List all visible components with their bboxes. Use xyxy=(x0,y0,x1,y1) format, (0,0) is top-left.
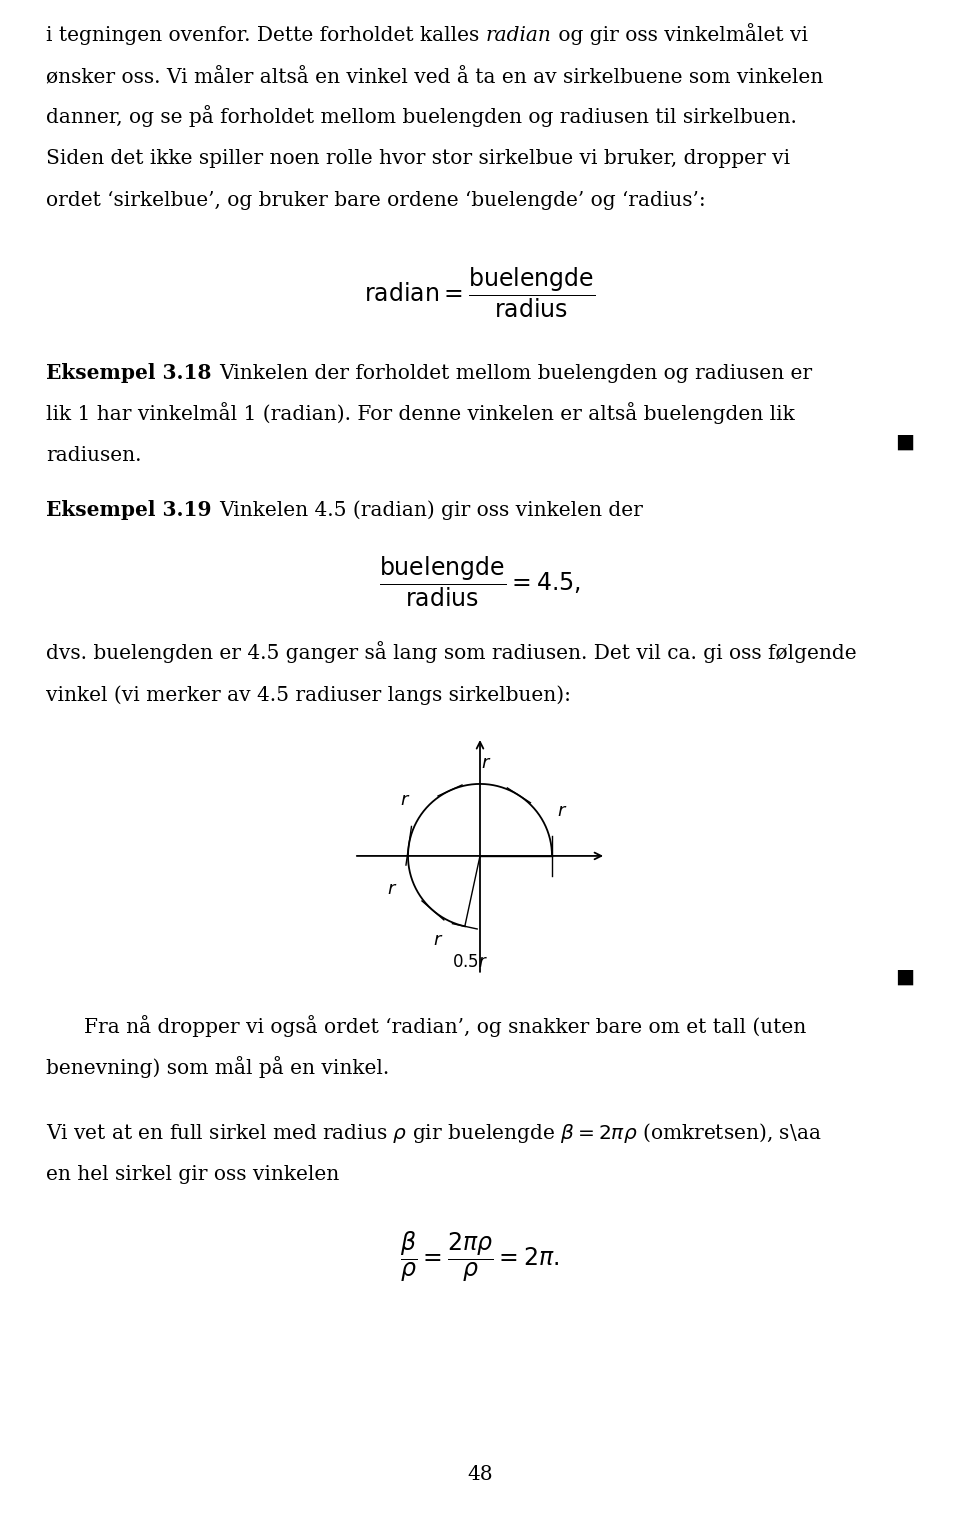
Text: Vi vet at en full sirkel med radius $\rho$ gir buelengde $\beta = 2\pi\rho$ (omk: Vi vet at en full sirkel med radius $\rh… xyxy=(46,1121,822,1145)
Text: $\dfrac{\mathrm{buelengde}}{\mathrm{radius}} = 4.5,$: $\dfrac{\mathrm{buelengde}}{\mathrm{radi… xyxy=(379,554,581,609)
Text: $0.5r$: $0.5r$ xyxy=(452,953,489,970)
Text: Siden det ikke spiller noen rolle hvor stor sirkelbue vi bruker, dropper vi: Siden det ikke spiller noen rolle hvor s… xyxy=(46,149,790,169)
Text: og gir oss vinkelmålet vi: og gir oss vinkelmålet vi xyxy=(552,23,807,46)
Text: Eksempel 3.18: Eksempel 3.18 xyxy=(46,362,211,384)
Text: dvs. buelengden er 4.5 ganger så lang som radiusen. Det vil ca. gi oss følgende: dvs. buelengden er 4.5 ganger så lang so… xyxy=(46,641,856,664)
Text: 48: 48 xyxy=(468,1465,492,1485)
Text: Vinkelen 4.5 (radian) gir oss vinkelen der: Vinkelen 4.5 (radian) gir oss vinkelen d… xyxy=(219,501,643,521)
Text: ønsker oss. Vi måler altså en vinkel ved å ta en av sirkelbuene som vinkelen: ønsker oss. Vi måler altså en vinkel ved… xyxy=(46,67,824,87)
Text: lik 1 har vinkelmål 1 (radian). For denne vinkelen er altså buelengden lik: lik 1 har vinkelmål 1 (radian). For denn… xyxy=(46,402,795,425)
Text: $r$: $r$ xyxy=(400,790,410,809)
Text: $r$: $r$ xyxy=(482,754,492,772)
Text: $r$: $r$ xyxy=(557,803,567,819)
Text: benevning) som mål på en vinkel.: benevning) som mål på en vinkel. xyxy=(46,1055,390,1078)
Text: $\blacksquare$: $\blacksquare$ xyxy=(895,433,914,452)
Text: danner, og se på forholdet mellom buelengden og radiusen til sirkelbuen.: danner, og se på forholdet mellom buelen… xyxy=(46,105,797,128)
Text: en hel sirkel gir oss vinkelen: en hel sirkel gir oss vinkelen xyxy=(46,1165,339,1185)
Text: $\blacksquare$: $\blacksquare$ xyxy=(895,967,914,987)
Text: vinkel (vi merker av 4.5 radiuser langs sirkelbuen):: vinkel (vi merker av 4.5 radiuser langs … xyxy=(46,685,571,705)
Text: $\dfrac{\beta}{\rho} = \dfrac{2\pi\rho}{\rho} = 2\pi.$: $\dfrac{\beta}{\rho} = \dfrac{2\pi\rho}{… xyxy=(400,1229,560,1284)
Text: radian: radian xyxy=(486,26,552,46)
Text: radiusen.: radiusen. xyxy=(46,446,141,466)
Text: ordet ‘sirkelbue’, og bruker bare ordene ‘buelengde’ og ‘radius’:: ordet ‘sirkelbue’, og bruker bare ordene… xyxy=(46,190,706,210)
Text: i tegningen ovenfor. Dette forholdet kalles: i tegningen ovenfor. Dette forholdet kal… xyxy=(46,26,486,46)
Text: $r$: $r$ xyxy=(387,880,397,897)
Text: $r$: $r$ xyxy=(433,931,444,949)
Text: Fra nå dropper vi også ordet ‘radian’, og snakker bare om et tall (uten: Fra nå dropper vi også ordet ‘radian’, o… xyxy=(84,1014,806,1037)
Text: Eksempel 3.19: Eksempel 3.19 xyxy=(46,500,211,521)
Text: $\mathrm{radian} = \dfrac{\mathrm{buelengde}}{\mathrm{radius}}$: $\mathrm{radian} = \dfrac{\mathrm{buelen… xyxy=(365,265,595,320)
Text: Vinkelen der forholdet mellom buelengden og radiusen er: Vinkelen der forholdet mellom buelengden… xyxy=(219,364,812,384)
